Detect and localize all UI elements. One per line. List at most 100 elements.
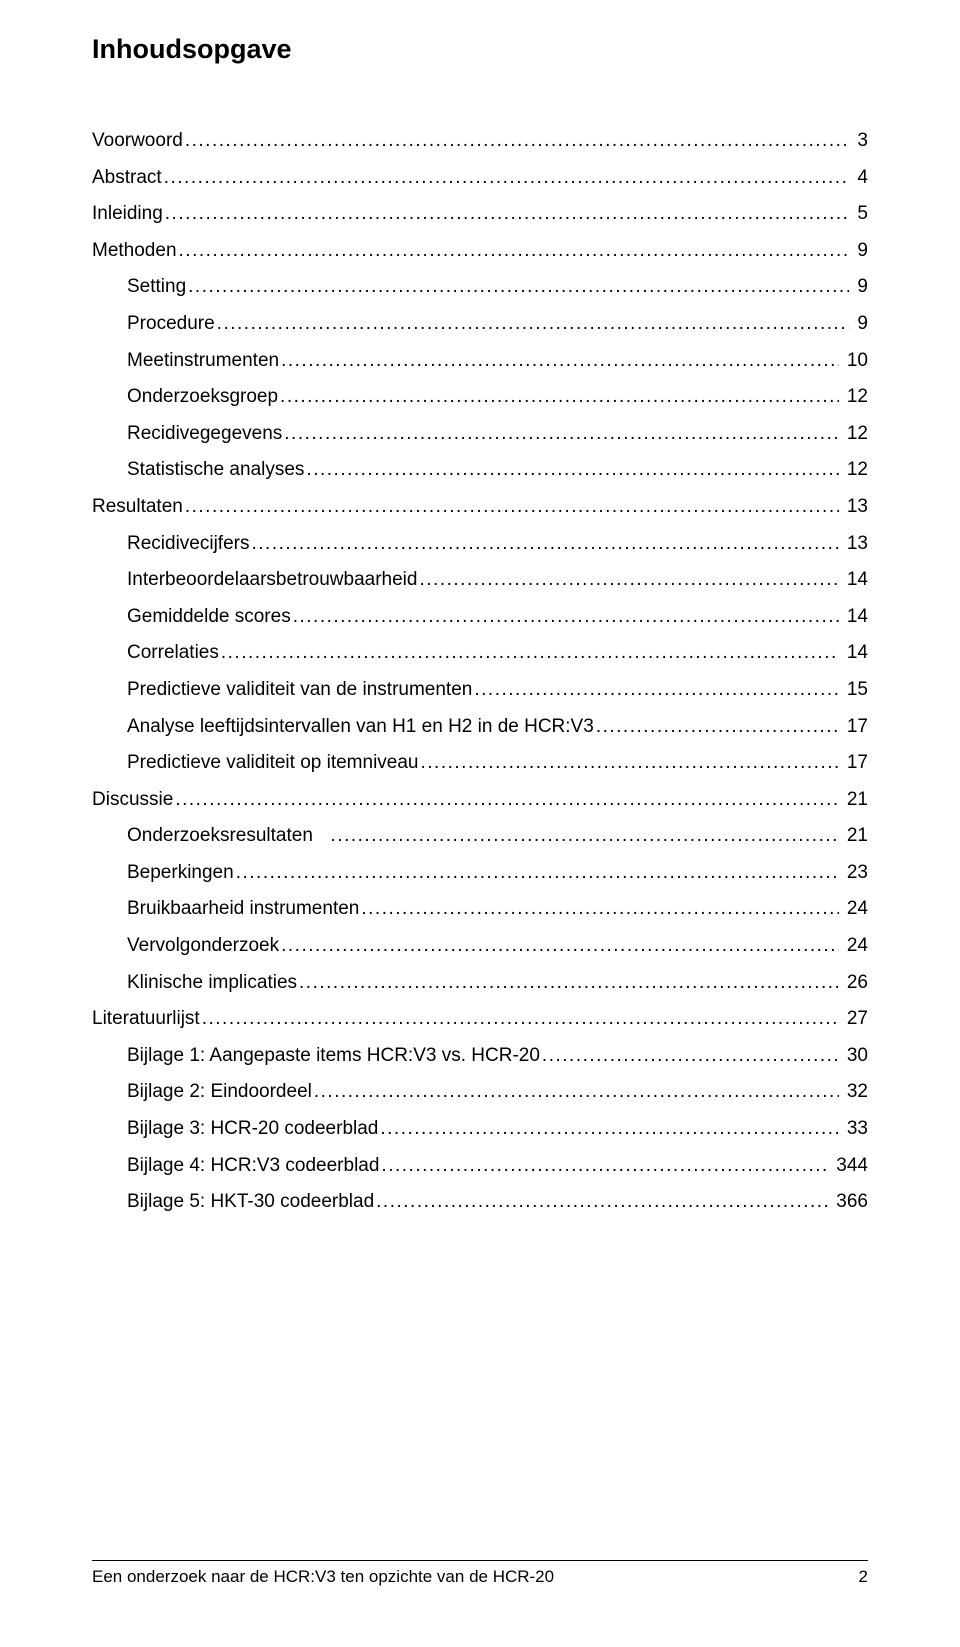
toc-dot-leader (188, 277, 849, 296)
toc-row: Onderzoeksgroep 12 (92, 387, 868, 406)
toc-dot-leader (314, 1082, 839, 1101)
toc-entry-page: 12 (841, 424, 868, 443)
toc-entry-page: 13 (841, 497, 868, 516)
toc-entry-label: Discussie (92, 790, 173, 809)
toc-entry-page: 30 (841, 1046, 868, 1065)
toc-row: Analyse leeftijdsintervallen van H1 en H… (92, 717, 868, 736)
toc-entry-page: 13 (841, 534, 868, 553)
toc-entry-label: Beperkingen (127, 863, 234, 882)
toc-dot-leader (299, 973, 839, 992)
toc-row: Bijlage 2: Eindoordeel 32 (92, 1082, 868, 1101)
toc-row: Bruikbaarheid instrumenten 24 (92, 899, 868, 918)
toc-dot-leader (542, 1046, 839, 1065)
toc-entry-label: Analyse leeftijdsintervallen van H1 en H… (127, 717, 594, 736)
toc-entry-page: 15 (841, 680, 868, 699)
toc-entry-label: Recidivecijfers (127, 534, 249, 553)
toc-dot-leader (293, 607, 839, 626)
toc-entry-label: Gemiddelde scores (127, 607, 291, 626)
toc-entry-page: 9 (851, 277, 868, 296)
toc-dot-leader (185, 497, 839, 516)
toc-entry-page: 12 (841, 387, 868, 406)
toc-dot-leader (165, 204, 850, 223)
toc-row: Beperkingen 23 (92, 863, 868, 882)
footer-rule (92, 1560, 868, 1561)
toc-entry-label: Correlaties (127, 643, 219, 662)
toc-row: Bijlage 5: HKT-30 codeerblad 366 (92, 1192, 868, 1211)
toc-entry-label: Literatuurlijst (92, 1009, 200, 1028)
toc-dot-leader (596, 717, 839, 736)
toc-dot-leader (236, 863, 839, 882)
toc-entry-page: 26 (841, 973, 868, 992)
toc-row: Predictieve validiteit van de instrument… (92, 680, 868, 699)
toc-dot-leader (179, 241, 850, 260)
toc-entry-label: Onderzoeksresultaten (127, 826, 313, 845)
toc-entry-label: Inleiding (92, 204, 163, 223)
toc-dot-leader (185, 131, 850, 150)
toc-entry-label: Meetinstrumenten (127, 351, 279, 370)
toc-entry-label: Abstract (92, 168, 162, 187)
toc-row: Statistische analyses 12 (92, 460, 868, 479)
toc-entry-page: 9 (851, 314, 868, 333)
toc-entry-label: Procedure (127, 314, 215, 333)
toc-row: Methoden 9 (92, 241, 868, 260)
toc-entry-page: 23 (841, 863, 868, 882)
toc-row: Voorwoord 3 (92, 131, 868, 150)
toc-entry-label: Predictieve validiteit van de instrument… (127, 680, 472, 699)
toc-entry-label: Resultaten (92, 497, 183, 516)
toc-row: Discussie 21 (92, 790, 868, 809)
toc-entry-label: Klinische implicaties (127, 973, 297, 992)
toc-row: Predictieve validiteit op itemniveau 17 (92, 753, 868, 772)
toc-entry-page: 14 (841, 607, 868, 626)
toc-entry-page: 9 (851, 241, 868, 260)
toc-entry-label: Interbeoordelaarsbetrouwbaarheid (127, 570, 417, 589)
toc-dot-leader (202, 1009, 839, 1028)
toc-entry-page: 33 (841, 1119, 868, 1138)
toc-row: Inleiding 5 (92, 204, 868, 223)
toc-row: Bijlage 4: HCR:V3 codeerblad 344 (92, 1156, 868, 1175)
toc-dot-leader (164, 168, 850, 187)
toc-entry-label: Bijlage 1: Aangepaste items HCR:V3 vs. H… (127, 1046, 540, 1065)
toc-entry-label: Recidivegegevens (127, 424, 282, 443)
toc-entry-page: 21 (841, 826, 868, 845)
toc-dot-leader (419, 570, 838, 589)
toc-dot-leader (175, 790, 839, 809)
toc-entry-page: 27 (841, 1009, 868, 1028)
toc-entry-page: 17 (841, 753, 868, 772)
toc-entry-page: 21 (841, 790, 868, 809)
toc-row: Gemiddelde scores 14 (92, 607, 868, 626)
table-of-contents: Voorwoord 3Abstract 4Inleiding 5Methoden… (92, 131, 868, 1211)
toc-dot-leader (381, 1156, 828, 1175)
toc-entry-label: Bijlage 4: HCR:V3 codeerblad (127, 1156, 379, 1175)
toc-row: Resultaten 13 (92, 497, 868, 516)
toc-entry-label: Onderzoeksgroep (127, 387, 278, 406)
toc-entry-label: Predictieve validiteit op itemniveau (127, 753, 419, 772)
toc-entry-page: 12 (841, 460, 868, 479)
toc-entry-page: 10 (841, 351, 868, 370)
toc-row: Procedure 9 (92, 314, 868, 333)
toc-row: Onderzoeksresultaten 21 (92, 826, 868, 845)
toc-dot-leader (251, 534, 838, 553)
footer-page-number: 2 (859, 1567, 868, 1587)
toc-entry-label: Bijlage 3: HCR-20 codeerblad (127, 1119, 378, 1138)
toc-entry-label: Voorwoord (92, 131, 183, 150)
toc-row: Recidivegegevens 12 (92, 424, 868, 443)
toc-dot-leader (281, 936, 839, 955)
toc-entry-label: Bijlage 2: Eindoordeel (127, 1082, 312, 1101)
toc-dot-leader (306, 460, 838, 479)
toc-entry-label: Setting (127, 277, 186, 296)
toc-entry-page: 17 (841, 717, 868, 736)
toc-entry-page: 3 (851, 131, 868, 150)
toc-dot-leader (421, 753, 839, 772)
toc-entry-page: 366 (830, 1192, 868, 1211)
toc-dot-leader (380, 1119, 838, 1138)
toc-dot-leader (284, 424, 839, 443)
toc-row: Correlaties 14 (92, 643, 868, 662)
toc-entry-page: 344 (830, 1156, 868, 1175)
toc-dot-leader (331, 826, 839, 845)
toc-row: Setting 9 (92, 277, 868, 296)
toc-entry-label: Vervolgonderzoek (127, 936, 279, 955)
page-footer: Een onderzoek naar de HCR:V3 ten opzicht… (92, 1560, 868, 1587)
toc-row: Meetinstrumenten 10 (92, 351, 868, 370)
toc-dot-leader (361, 899, 839, 918)
toc-row: Interbeoordelaarsbetrouwbaarheid 14 (92, 570, 868, 589)
